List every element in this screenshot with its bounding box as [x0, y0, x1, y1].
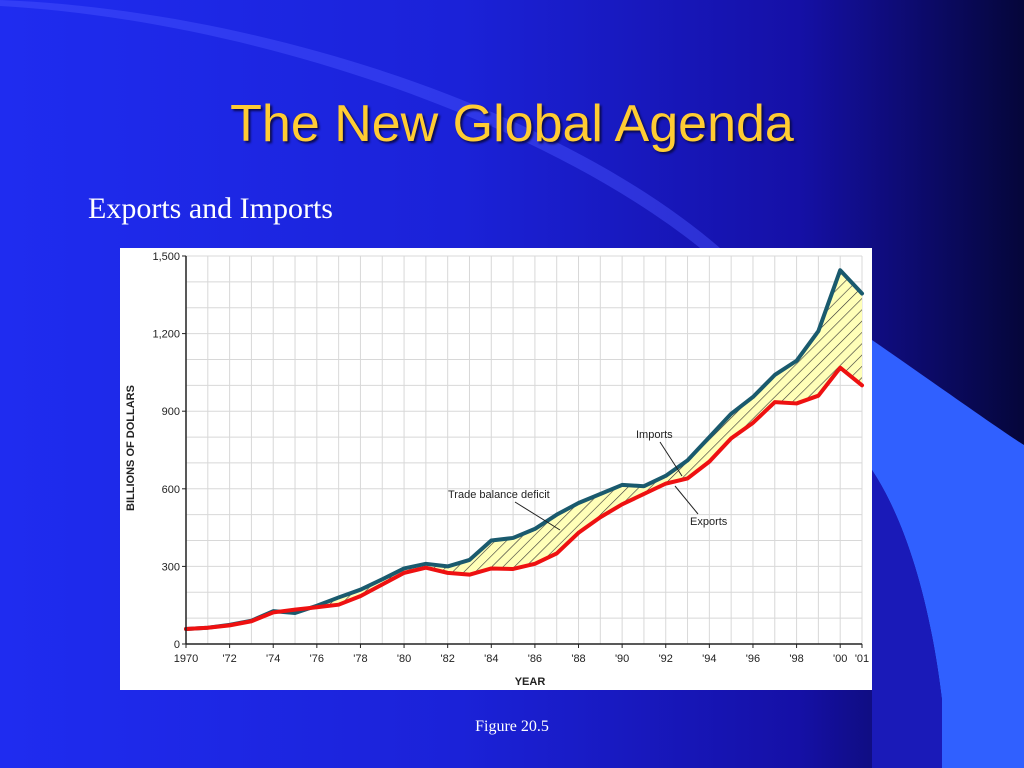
- chart-panel: 0 300 600 900 1,200 1,500 1970 '72 '74 '76 '78 '80 '…: [120, 248, 872, 690]
- x-axis-label: YEAR: [515, 676, 546, 688]
- x-tick-label: '96: [746, 653, 760, 665]
- y-axis-label: BILLIONS OF DOLLARS: [125, 385, 137, 511]
- axes: 0 300 600 900 1,200 1,500 1970 '72 '74 '76 '78 '80 '…: [152, 251, 869, 665]
- x-tick-label: '86: [528, 653, 542, 665]
- trade-chart: 0 300 600 900 1,200 1,500 1970 '72 '74 '76 '78 '80 '…: [125, 251, 869, 688]
- x-tick-label: '84: [484, 653, 498, 665]
- x-tick-label: '74: [266, 653, 280, 665]
- x-tick-label: '88: [571, 653, 585, 665]
- trade-deficit-area: [186, 270, 862, 629]
- x-tick-label: '72: [222, 653, 236, 665]
- series-line-exports: [184, 365, 864, 631]
- x-tick-label: '78: [353, 653, 367, 665]
- y-tick-label: 0: [174, 639, 180, 651]
- slide-subtitle: Exports and Imports: [88, 192, 333, 225]
- series-line-imports: [184, 268, 864, 631]
- annotation-imports-leader: [659, 441, 683, 477]
- annotations: Imports Trade balance deficit Exports: [448, 429, 728, 531]
- y-tick-label: 1,200: [152, 329, 180, 341]
- deficit-area-layer: [186, 270, 862, 629]
- annotation-exports-leader: [674, 485, 699, 515]
- y-tick-label: 300: [162, 561, 180, 573]
- x-tick-label: '00: [833, 653, 847, 665]
- x-tick-label: '76: [310, 653, 324, 665]
- annotation-exports: Exports: [690, 516, 728, 528]
- x-tick-label: '90: [615, 653, 629, 665]
- x-tick-label: 1970: [174, 653, 198, 665]
- x-tick-label: '98: [789, 653, 803, 665]
- x-tick-label: '01: [855, 653, 869, 665]
- annotation-imports: Imports: [636, 429, 673, 441]
- y-tick-label: 1,500: [152, 251, 180, 263]
- x-tick-label: '94: [702, 653, 716, 665]
- figure-caption: Figure 20.5: [475, 718, 549, 735]
- axis-labels: BILLIONS OF DOLLARS YEAR: [125, 385, 545, 688]
- x-tick-label: '92: [659, 653, 673, 665]
- y-tick-label: 600: [162, 484, 180, 496]
- grid: [185, 255, 863, 645]
- annotation-trade-balance-deficit: Trade balance deficit: [448, 489, 550, 501]
- x-tick-label: '82: [441, 653, 455, 665]
- y-tick-label: 900: [162, 406, 180, 418]
- x-tick-label: '80: [397, 653, 411, 665]
- annotation-deficit-leader: [514, 501, 561, 531]
- slide-title: The New Global Agenda: [230, 95, 794, 153]
- series-lines: [184, 268, 864, 631]
